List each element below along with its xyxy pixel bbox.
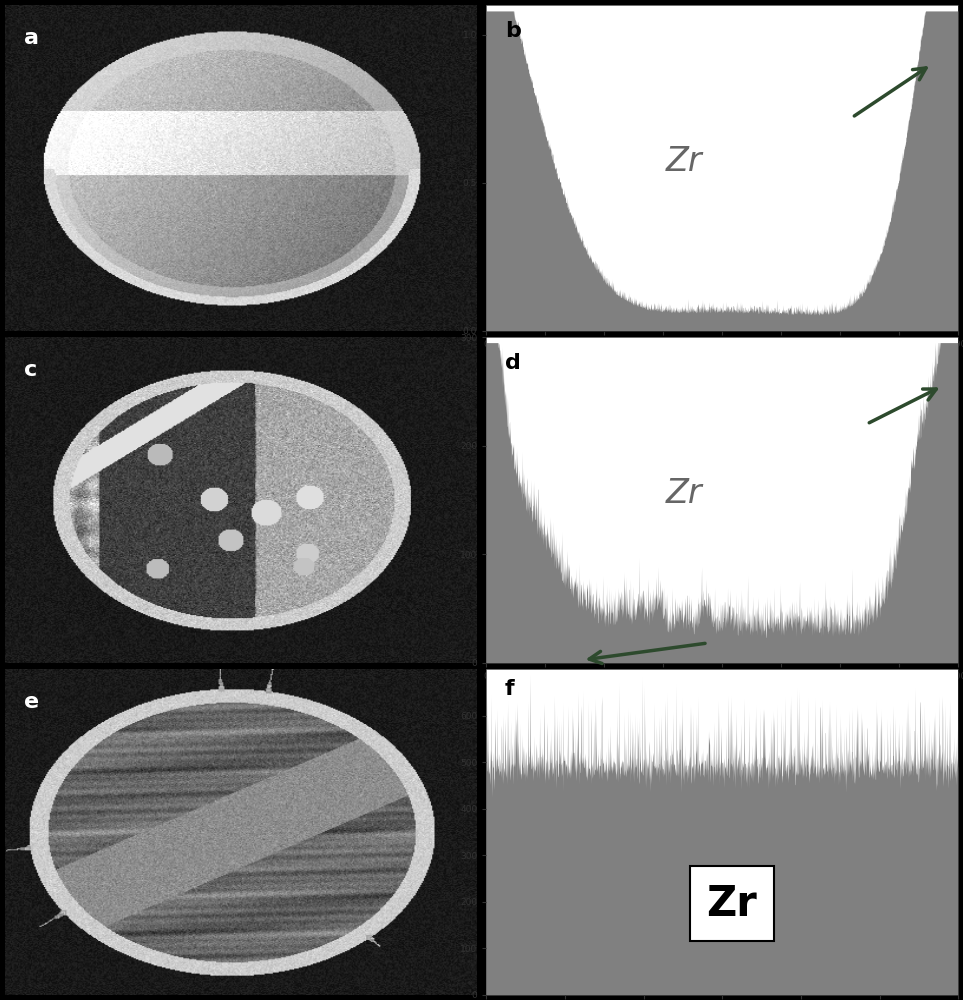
Text: e: e [24,692,39,712]
Text: Zr: Zr [666,145,703,178]
Text: f: f [506,679,514,699]
Text: Zr: Zr [666,477,703,510]
Text: b: b [506,21,521,41]
Text: d: d [506,353,521,373]
Text: a: a [24,28,39,48]
Text: c: c [24,360,37,380]
Text: Zr: Zr [706,883,757,925]
